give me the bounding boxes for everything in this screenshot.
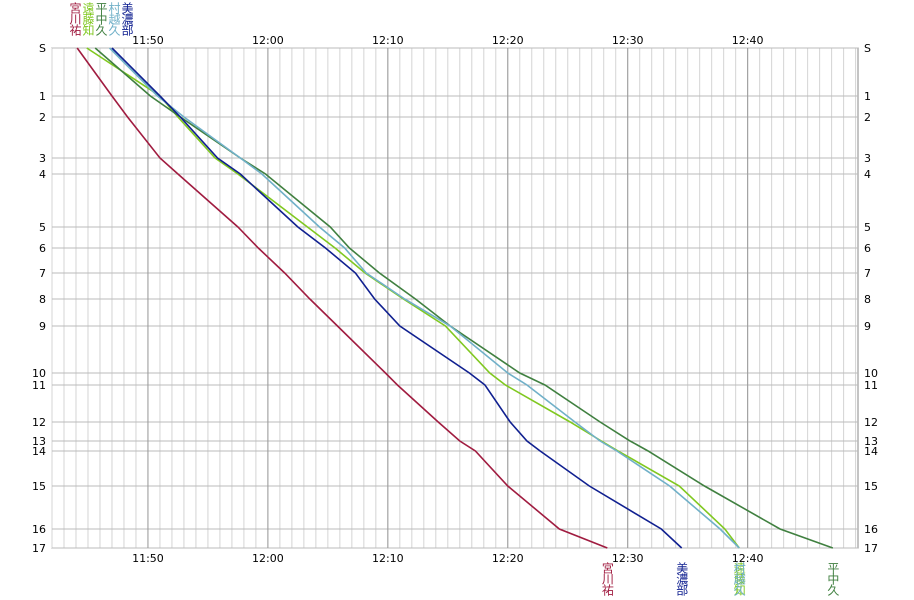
y-tick-label: 1 <box>39 90 46 103</box>
x-tick-label: 12:30 <box>612 34 644 47</box>
y-tick-label: 15 <box>32 480 46 493</box>
end-label: 宮川祐 <box>600 561 614 596</box>
series-line <box>111 47 683 549</box>
y-tick-label: 5 <box>39 221 46 234</box>
y-tick-label: 6 <box>39 242 46 255</box>
legend-entry: 美濃部 <box>120 2 134 36</box>
y-tick-label: 11 <box>864 379 878 392</box>
y-tick-label: 13 <box>864 435 878 448</box>
x-tick-label: 12:00 <box>252 552 284 565</box>
x-tick-label: 12:40 <box>732 34 764 47</box>
x-tick-label: 12:10 <box>372 552 404 565</box>
end-label: 美濃部 <box>675 562 689 596</box>
y-tick-label: 9 <box>864 320 871 333</box>
x-tick-label: 11:50 <box>132 552 164 565</box>
y-tick-label: 5 <box>864 221 871 234</box>
y-tick-label: 12 <box>32 416 46 429</box>
y-tick-label: 12 <box>864 416 878 429</box>
y-tick-label: S <box>864 42 871 55</box>
y-tick-label: 10 <box>32 367 46 380</box>
y-tick-label: 11 <box>32 379 46 392</box>
series-line <box>76 47 608 549</box>
y-tick-label: 14 <box>864 445 878 458</box>
y-tick-label: 8 <box>864 293 871 306</box>
x-tick-label: 12:10 <box>372 34 404 47</box>
legend-entry: 平中久 <box>94 2 108 37</box>
end-label: 村越久 <box>732 562 746 597</box>
y-tick-label: 6 <box>864 242 871 255</box>
x-tick-label: 12:00 <box>252 34 284 47</box>
y-tick-label: 10 <box>864 367 878 380</box>
x-tick-label: 12:20 <box>492 34 524 47</box>
x-tick-label: 12:20 <box>492 552 524 565</box>
y-tick-label: 15 <box>864 480 878 493</box>
y-tick-label: 8 <box>39 293 46 306</box>
y-tick-label: 2 <box>864 111 871 124</box>
y-tick-label: 4 <box>864 168 871 181</box>
series-line <box>109 47 740 549</box>
y-tick-label: 16 <box>32 523 46 536</box>
y-tick-label: 17 <box>32 542 46 555</box>
y-tick-label: 16 <box>864 523 878 536</box>
y-tick-label: 4 <box>39 168 46 181</box>
x-tick-label: 12:40 <box>732 552 764 565</box>
y-tick-label: 7 <box>864 267 871 280</box>
y-tick-label: 14 <box>32 445 46 458</box>
legend-entry: 村越久 <box>107 2 121 37</box>
y-tick-label: 9 <box>39 320 46 333</box>
end-label: 遠藤知 <box>732 562 746 597</box>
y-tick-label: 17 <box>864 542 878 555</box>
y-tick-label: 3 <box>39 152 46 165</box>
y-tick-label: 7 <box>39 267 46 280</box>
plot-area <box>51 47 859 549</box>
legend-entry: 遠藤知 <box>81 2 95 37</box>
series-line <box>86 47 740 549</box>
x-tick-label: 11:50 <box>132 34 164 47</box>
y-tick-label: 1 <box>864 90 871 103</box>
y-tick-label: 2 <box>39 111 46 124</box>
end-label: 平中久 <box>826 562 840 597</box>
y-tick-label: 13 <box>32 435 46 448</box>
legend-entry: 宮川祐 <box>68 1 82 36</box>
y-tick-label: S <box>39 42 46 55</box>
y-tick-label: 3 <box>864 152 871 165</box>
x-tick-label: 12:30 <box>612 552 644 565</box>
